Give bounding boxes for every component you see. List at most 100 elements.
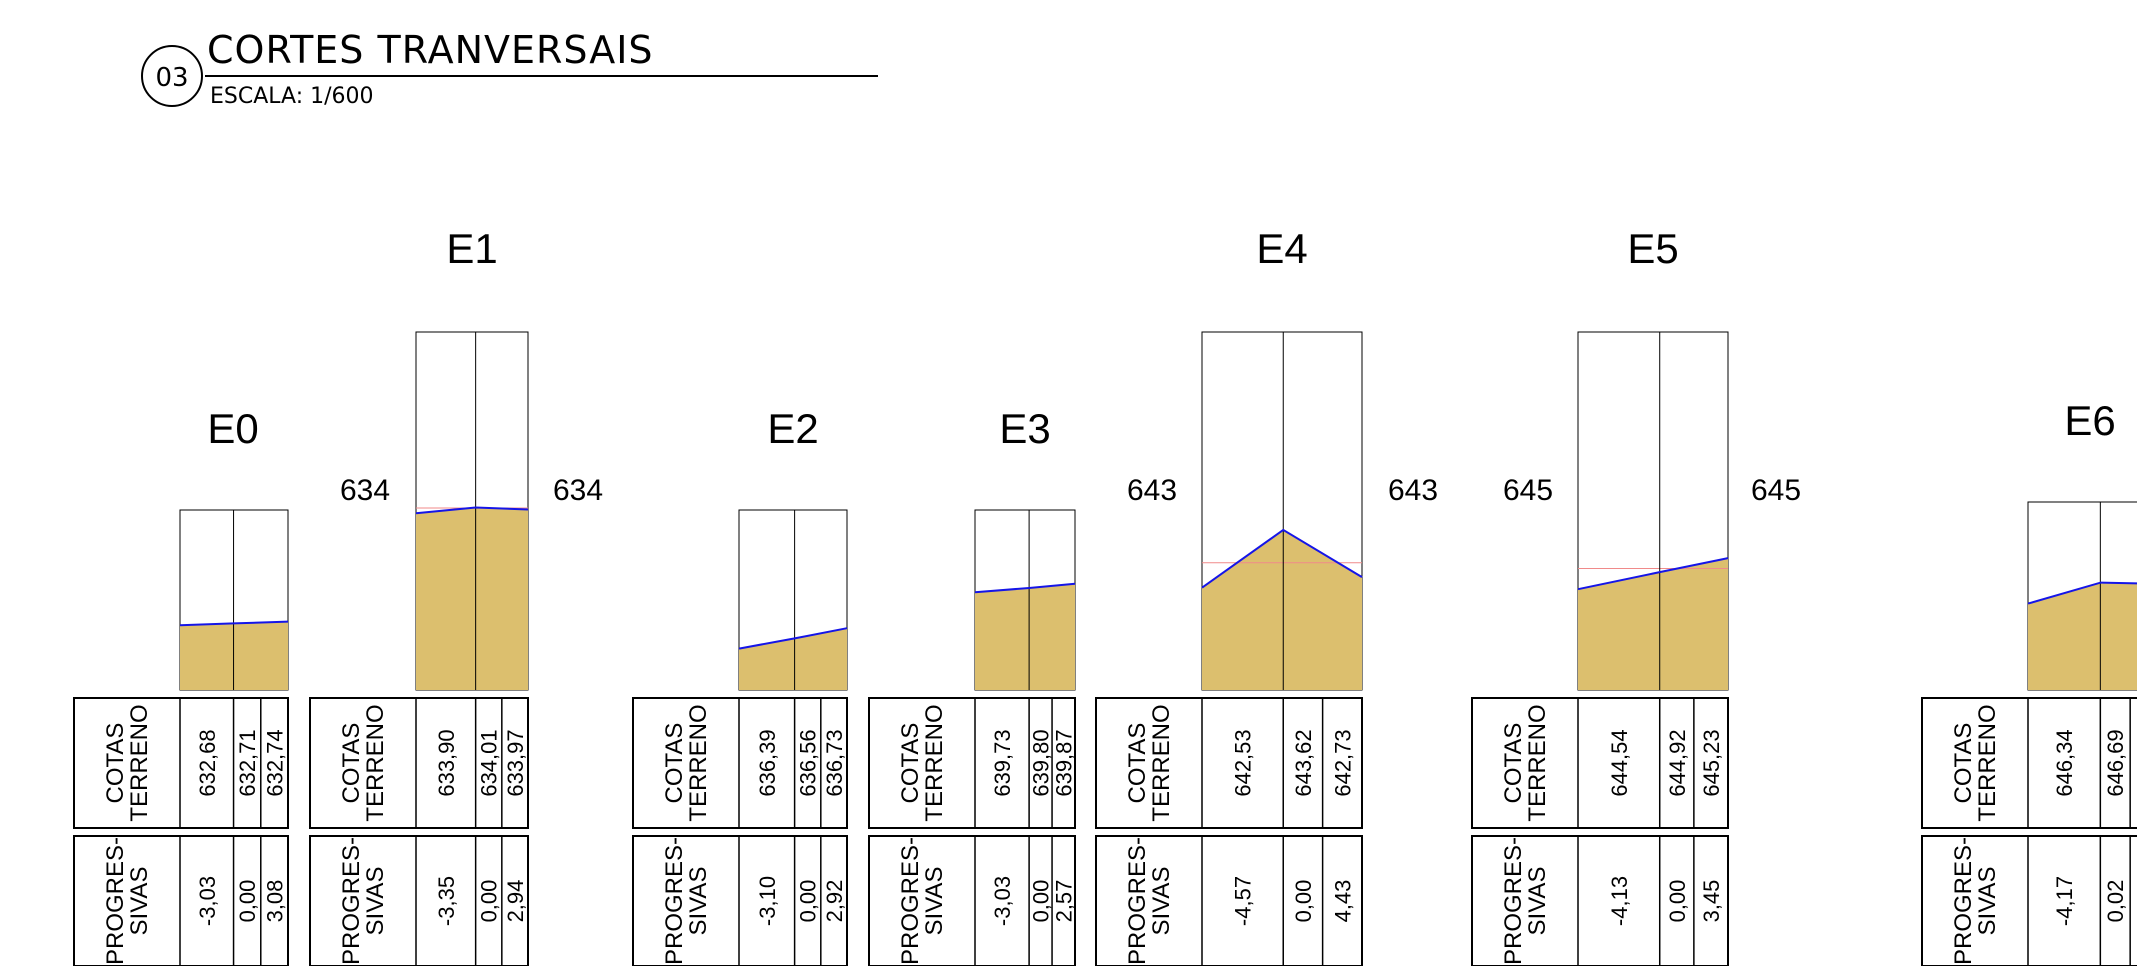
progressivas-value: 0,00	[1291, 880, 1316, 923]
section-E1: E1 634 634 COTASTERRENO 633,90 634,01 633,97 PR…	[309, 225, 603, 966]
cotas-row-label: COTASTERRENO	[1500, 704, 1551, 821]
cotas-value: 633,90	[434, 729, 459, 796]
progressivas-value: 2,94	[503, 880, 528, 923]
progressivas-table	[868, 835, 1076, 966]
progressivas-value: -3,03	[990, 876, 1015, 926]
progressivas-value: 2,92	[822, 880, 847, 923]
cotas-value: 645,23	[1699, 729, 1724, 796]
terrain-fill	[2028, 582, 2137, 690]
progressivas-table	[1471, 835, 1729, 966]
terrain-line	[179, 620, 289, 627]
terrain-line	[1201, 528, 1363, 589]
progressivas-table	[309, 835, 529, 966]
cotas-value: 642,73	[1330, 729, 1355, 796]
progressivas-table	[1095, 835, 1363, 966]
cotas-value: 646,34	[2052, 729, 2077, 796]
cotas-row-label: COTASTERRENO	[897, 704, 948, 821]
section-name: E4	[1256, 225, 1307, 272]
page-title: CORTES TRANVERSAIS	[207, 28, 654, 72]
cotas-value: 633,97	[503, 729, 528, 796]
progressivas-value: 4,43	[1330, 880, 1355, 923]
cotas-table	[1471, 697, 1729, 829]
cotas-value: 642,53	[1231, 729, 1256, 796]
terrain-line	[1577, 557, 1729, 591]
cotas-value: 632,74	[262, 729, 287, 796]
terrain-line	[415, 506, 529, 515]
progressivas-value: -3,10	[755, 876, 780, 926]
cotas-value: 632,68	[195, 729, 220, 796]
cotas-value: 639,87	[1052, 729, 1077, 796]
terrain-fill	[1202, 529, 1362, 690]
progressivas-value: 0,00	[1029, 880, 1054, 923]
drawing-title-block: 03 CORTES TRANVERSAIS ESCALA: 1/600	[141, 28, 878, 109]
progressivas-value: -3,03	[195, 876, 220, 926]
terrain-fill	[739, 628, 847, 690]
cotas-table	[868, 697, 1076, 829]
cotas-value: 646,67	[2133, 729, 2137, 796]
section-E2: E2 COTASTERRENO 636,39 636,56 636,73 PROGRES-…	[632, 405, 848, 966]
progressivas-table	[632, 835, 848, 966]
cotas-table	[309, 697, 529, 829]
cotas-value: 636,39	[755, 729, 780, 796]
progressivas-value: 0,00	[1665, 880, 1690, 923]
progressivas-value: -4,17	[2052, 876, 2077, 926]
progressivas-row-label: PROGRES-SIVAS	[1950, 837, 2001, 965]
section-name: E6	[2064, 397, 2115, 444]
terrain-fill	[975, 583, 1075, 690]
section-name: E0	[207, 405, 258, 452]
terrain-line	[974, 582, 1076, 594]
progressivas-row-label: PROGRES-SIVAS	[661, 837, 712, 965]
cotas-value: 646,69	[2103, 729, 2128, 796]
progressivas-value: 2,57	[1052, 880, 1077, 923]
progressivas-value: -4,13	[1607, 876, 1632, 926]
level-label-left: 645	[1503, 474, 1553, 507]
level-label-right: 634	[553, 474, 603, 507]
progressivas-value: 0,00	[796, 880, 821, 923]
terrain-line	[738, 627, 848, 650]
level-label-left: 643	[1127, 474, 1177, 507]
cotas-row-label: COTASTERRENO	[1950, 704, 2001, 821]
progressivas-table	[1921, 835, 2137, 966]
progressivas-value: 0,02	[2103, 880, 2128, 923]
section-name: E1	[446, 225, 497, 272]
progressivas-value: -3,35	[434, 876, 459, 926]
progressivas-row-label: PROGRES-SIVAS	[338, 837, 389, 965]
progressivas-value: 0,00	[235, 880, 260, 923]
cotas-row-label: COTASTERRENO	[661, 704, 712, 821]
cotas-value: 636,73	[822, 729, 847, 796]
cotas-table	[1095, 697, 1363, 829]
section-E5: E5 645 645 COTASTERRENO 644,54 644,92 645,23 PR…	[1471, 225, 1801, 966]
cotas-row-label: COTASTERRENO	[1124, 704, 1175, 821]
detail-number-circle	[141, 45, 203, 107]
progressivas-value: 3,44	[2133, 880, 2137, 923]
level-label-left: 634	[340, 474, 390, 507]
cotas-value: 643,62	[1291, 729, 1316, 796]
section-name: E3	[999, 405, 1050, 452]
progressivas-value: -4,57	[1231, 876, 1256, 926]
section-E4: E4 643 643 COTASTERRENO 642,53 643,62 642,73 PR…	[1095, 225, 1438, 966]
level-label-right: 645	[1751, 474, 1801, 507]
cotas-value: 644,92	[1665, 729, 1690, 796]
terrain-fill	[1578, 558, 1728, 690]
terrain-line	[2027, 581, 2137, 605]
detail-number: 03	[155, 63, 188, 93]
cotas-value: 644,54	[1607, 729, 1632, 796]
progressivas-row-label: PROGRES-SIVAS	[1500, 837, 1551, 965]
section-E0: E0 COTASTERRENO 632,68 632,71 632,74 PROGRES-…	[73, 405, 289, 966]
cotas-table	[632, 697, 848, 829]
cotas-value: 634,01	[477, 729, 502, 796]
cotas-value: 636,56	[796, 729, 821, 796]
cotas-value: 639,80	[1029, 729, 1054, 796]
progressivas-table	[73, 835, 289, 966]
cotas-table	[1921, 697, 2137, 829]
cotas-value: 639,73	[990, 729, 1015, 796]
level-label-right: 643	[1388, 474, 1438, 507]
cotas-row-label: COTASTERRENO	[102, 704, 153, 821]
progressivas-value: 3,08	[262, 880, 287, 923]
terrain-fill	[416, 507, 528, 690]
section-name: E2	[767, 405, 818, 452]
cotas-value: 632,71	[235, 729, 260, 796]
cotas-row-label: COTASTERRENO	[338, 704, 389, 821]
cotas-table	[73, 697, 289, 829]
